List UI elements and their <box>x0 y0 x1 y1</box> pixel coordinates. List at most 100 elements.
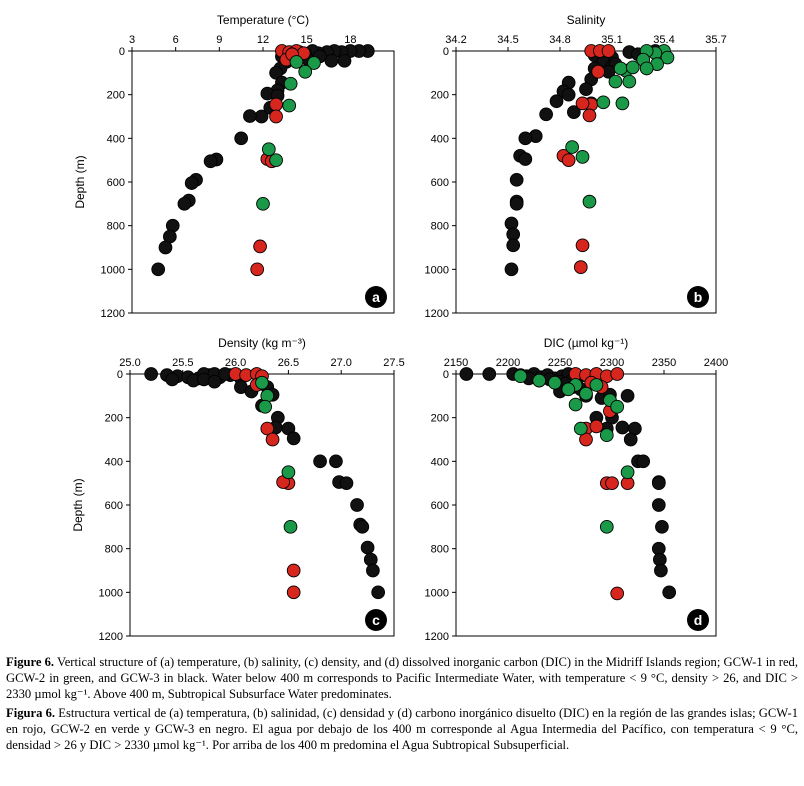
data-point-gcw-1 <box>610 586 625 601</box>
data-point-gcw-3 <box>207 374 222 389</box>
data-point-gcw-3 <box>350 498 364 512</box>
data-point-gcw-3 <box>482 367 497 381</box>
y-tick-label: 1000 <box>99 587 123 599</box>
y-tick-label: 600 <box>431 500 449 512</box>
panel-badge <box>365 609 387 631</box>
axis-title: DIC (µmol kg⁻¹) <box>544 336 629 350</box>
data-point-gcw-2 <box>589 378 604 392</box>
data-point-gcw-2 <box>256 196 270 211</box>
x-tick-label: 6 <box>173 34 179 46</box>
data-point-gcw-2 <box>573 421 588 436</box>
data-point-gcw-3 <box>636 454 651 469</box>
panel-d: DIC (µmol kg⁻¹) 2150 2200 2250 2300 2350 2400 0… <box>425 336 729 640</box>
x-tick-label: 9 <box>216 34 222 46</box>
x-tick-label: 26.5 <box>278 357 299 369</box>
y-tick-label: 400 <box>431 133 449 145</box>
x-tick-label: 35.7 <box>705 34 726 46</box>
data-point-gcw-2 <box>610 399 625 414</box>
series-gcw-1 <box>568 367 635 601</box>
data-point-gcw-3 <box>355 519 370 534</box>
data-point-gcw-2 <box>255 375 269 390</box>
caption-spanish: Figura 6. Estructura vertical de (a) tem… <box>6 705 798 754</box>
data-point-gcw-2 <box>608 74 623 89</box>
data-point-gcw-1 <box>561 153 576 168</box>
data-point-gcw-2 <box>620 465 635 480</box>
x-tick-label: 2400 <box>704 357 728 369</box>
y-tick-label: 200 <box>431 413 449 425</box>
y-tick-label: 0 <box>443 369 449 381</box>
data-point-gcw-3 <box>158 240 173 255</box>
data-point-gcw-2 <box>565 140 579 154</box>
data-point-gcw-2 <box>513 369 528 384</box>
data-point-gcw-3 <box>615 420 630 435</box>
x-tick-label: 34.2 <box>445 34 466 46</box>
data-point-gcw-3 <box>366 563 380 578</box>
data-point-gcw-3 <box>203 154 218 169</box>
data-point-gcw-2 <box>622 74 637 89</box>
x-tick-label: 2300 <box>600 357 624 369</box>
axis-title: Density (kg m⁻³) <box>218 336 306 350</box>
y-tick-label: 200 <box>107 90 125 102</box>
data-point-gcw-3 <box>371 585 386 600</box>
y-tick-label: 800 <box>107 221 125 233</box>
series-gcw-1 <box>556 44 616 275</box>
data-point-gcw-1 <box>250 262 265 277</box>
data-point-gcw-1 <box>579 432 593 447</box>
data-point-gcw-3 <box>549 94 564 109</box>
figure-caption: Figure 6. Vertical structure of (a) temp… <box>6 654 798 755</box>
y-tick-label: 600 <box>107 177 125 189</box>
data-point-gcw-1 <box>610 367 625 381</box>
caption-english: Figure 6. Vertical structure of (a) temp… <box>6 654 798 703</box>
caption-english-lead: Figure 6. <box>6 655 55 669</box>
y-axis-label: Depth (m) <box>73 155 87 208</box>
data-point-gcw-3 <box>662 585 677 600</box>
series-gcw-2 <box>256 55 321 211</box>
data-point-gcw-2 <box>283 519 298 534</box>
data-point-gcw-3 <box>504 262 519 277</box>
data-point-gcw-1 <box>269 109 283 124</box>
x-tick-label: 35.1 <box>601 34 622 46</box>
data-point-gcw-2 <box>281 465 296 480</box>
data-point-gcw-1 <box>589 419 604 434</box>
y-tick-label: 400 <box>107 133 125 145</box>
x-tick-label: 35.4 <box>653 34 674 46</box>
y-tick-label: 0 <box>119 46 125 58</box>
y-tick-label: 1200 <box>99 631 123 640</box>
panel-badge <box>687 286 709 308</box>
data-point-gcw-1 <box>582 108 597 123</box>
x-tick-label: 26.0 <box>225 357 246 369</box>
data-point-gcw-3 <box>509 172 524 187</box>
data-point-gcw-3 <box>324 53 339 68</box>
data-point-gcw-3 <box>165 372 180 387</box>
panel-b: Salinity 34.2 34.5 34.8 35.1 35.4 35.7 0 200 400 6… <box>425 13 727 320</box>
data-point-gcw-3 <box>286 431 301 446</box>
data-point-gcw-2 <box>599 428 614 442</box>
panel-letter: c <box>372 612 380 628</box>
y-tick-label: 1000 <box>101 264 125 276</box>
data-point-gcw-1 <box>601 44 616 58</box>
data-point-gcw-3 <box>651 498 666 512</box>
y-tick-label: 200 <box>431 90 449 102</box>
data-point-gcw-3 <box>506 238 521 253</box>
x-tick-label: 34.8 <box>549 34 570 46</box>
y-tick-label: 1000 <box>425 587 449 599</box>
series-gcw-2 <box>255 375 298 534</box>
data-point-gcw-2 <box>289 55 304 69</box>
y-tick-label: 0 <box>117 369 123 381</box>
data-point-gcw-3 <box>655 519 669 534</box>
data-point-gcw-1 <box>573 260 588 275</box>
data-point-gcw-1 <box>265 432 280 447</box>
y-tick-label: 1200 <box>101 308 125 320</box>
x-tick-label: 2350 <box>652 357 676 369</box>
y-tick-label: 800 <box>431 221 449 233</box>
y-tick-label: 800 <box>105 544 123 556</box>
data-point-gcw-2 <box>625 60 640 75</box>
data-point-gcw-3 <box>579 82 593 97</box>
data-point-gcw-2 <box>547 375 562 390</box>
data-point-gcw-3 <box>620 388 635 403</box>
data-point-gcw-3 <box>151 262 166 277</box>
data-point-gcw-3 <box>243 109 257 123</box>
data-point-gcw-3 <box>623 432 638 447</box>
data-point-gcw-3 <box>651 476 666 491</box>
data-point-gcw-2 <box>615 96 630 111</box>
